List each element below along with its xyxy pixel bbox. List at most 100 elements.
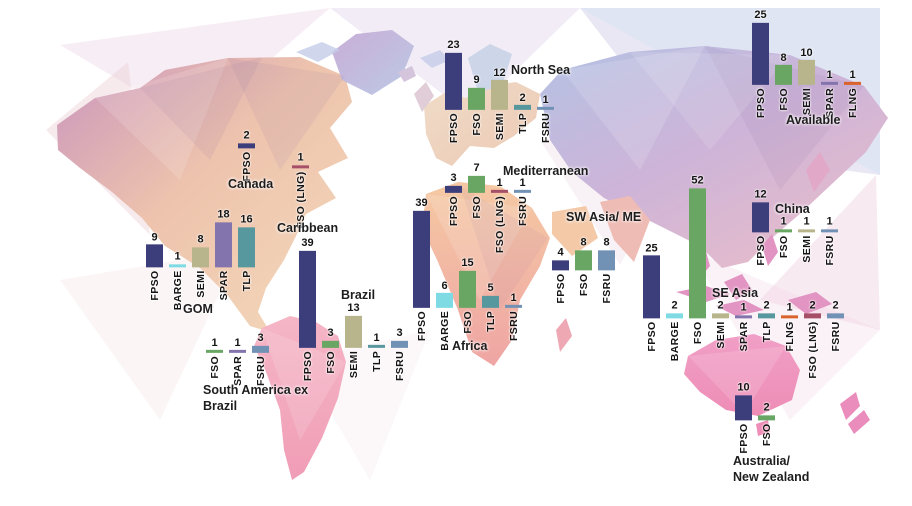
bar-value: 1	[211, 336, 218, 349]
bar-value: 18	[217, 208, 230, 221]
island-iceland	[398, 66, 416, 82]
bar-category-label: FSO	[470, 113, 483, 136]
bar-group-africa-fso: 15 FSO	[459, 257, 476, 334]
bar	[505, 305, 522, 308]
bar	[752, 202, 769, 232]
bar-value: 1	[297, 151, 304, 164]
bar-category-label-wrap: TLP	[484, 308, 496, 332]
bar-value: 8	[580, 236, 587, 249]
bar-group-se-asia-barge: 2 BARGE	[666, 299, 683, 361]
bar-category-label-wrap: FPSO	[148, 267, 160, 300]
region-cluster-caribbean: 1 FSO (LNG)	[292, 151, 309, 228]
bar	[146, 244, 163, 267]
islands-southeast-asia	[676, 234, 832, 316]
region-label-available: Available	[786, 112, 840, 128]
bar-category-label: FSO	[777, 88, 790, 111]
island-madagascar	[556, 318, 572, 352]
bar	[459, 270, 476, 308]
bar-category-label-wrap: FLNG	[783, 318, 796, 352]
region-label-china: China	[775, 201, 810, 217]
bar-value: 4	[557, 246, 564, 259]
bar-value: 2	[243, 129, 250, 142]
region-label-south-america-ex-brazil: South America ex Brazil	[203, 382, 308, 415]
bar-group-brazil-tlp: 1 TLP	[368, 331, 385, 372]
bar-category-label-wrap: FSO	[760, 420, 772, 446]
bar-group-china-fpso: 12 FPSO	[752, 188, 769, 265]
bar-category-label: FPSO	[415, 311, 428, 342]
bar-value: 1	[519, 176, 526, 189]
bar-category-label-wrap: SPAR	[217, 267, 229, 300]
bar	[238, 227, 255, 267]
bar-value: 3	[396, 326, 403, 339]
bar	[345, 315, 362, 348]
bar-category-label-wrap: BARGE	[668, 318, 680, 361]
region-label-line: South America ex	[203, 383, 309, 397]
region-arabia	[552, 206, 598, 256]
bar-category-label: SEMI	[714, 321, 727, 349]
region-label-australia-new-zealand: Australia/New Zealand	[733, 453, 809, 486]
bar	[514, 105, 531, 110]
bar-category-label: FSO (LNG)	[806, 321, 819, 379]
bar-category-label: SEMI	[194, 270, 207, 298]
bar-value: 2	[763, 401, 770, 414]
bar-group-north-sea-fsru: 1 FSRU	[537, 93, 554, 143]
bar	[491, 190, 508, 193]
bar-group-available-semi: 10 SEMI	[798, 46, 815, 115]
region-label-line: Africa	[452, 339, 488, 353]
bar-group-south-america-ex-brazil-fso: 1 FSO	[206, 336, 223, 379]
region-cluster-africa: 39 FPSO 6 BARGE 15 FSO 5 TLP 1 FSRU	[413, 197, 522, 351]
bar-value: 1	[849, 68, 856, 81]
bar-category-label: FSRU	[829, 321, 842, 352]
bar-value: 1	[496, 176, 503, 189]
bar-category-label: FPSO	[301, 351, 314, 382]
bar-category-label: TLP	[240, 270, 253, 292]
bar-category-label: TLP	[370, 351, 383, 373]
bar-category-label: FSRU	[539, 113, 552, 144]
bar-group-gom-fpso: 9 FPSO	[146, 231, 163, 300]
bar-category-label: FSO	[324, 351, 337, 374]
bar-category-label-wrap: FPSO	[301, 348, 314, 382]
bar	[468, 87, 485, 110]
bar-category-label: SEMI	[347, 351, 360, 379]
region-cluster-china: 12 FPSO 1 FSO 1 SEMI 1 FSRU	[752, 188, 838, 265]
bar-value: 12	[754, 188, 767, 201]
bar-value: 7	[473, 161, 480, 174]
region-label-line: Canada	[228, 177, 274, 191]
bar-category-label-wrap: TLP	[760, 318, 773, 343]
bar	[482, 295, 499, 308]
bar-value: 2	[671, 299, 678, 312]
region-label-line: SE Asia	[712, 286, 759, 300]
bar-category-label: FSRU	[823, 235, 836, 266]
bar	[391, 340, 408, 348]
bar-group-available-spar: 1 SPAR	[821, 68, 838, 118]
region-cluster-canada: 2 FPSO	[238, 129, 255, 181]
bar-value: 3	[450, 171, 457, 184]
bar-group-mediterranean-fso-lng: 1 FSO (LNG)	[491, 176, 508, 253]
bar-value: 6	[441, 279, 448, 292]
bar-category-label-wrap: FSRU	[539, 110, 552, 144]
bar-category-label-wrap: FSRU	[393, 348, 405, 381]
bar-category-label: TLP	[760, 321, 773, 343]
bar-value: 8	[780, 51, 787, 64]
bar-category-label: FPSO	[754, 88, 767, 119]
bar-value: 13	[347, 301, 360, 314]
bar-group-brazil-fsru: 3 FSRU	[391, 326, 408, 381]
bar-category-label-wrap: FSO	[470, 110, 483, 136]
bar	[206, 350, 223, 353]
bar-category-label-wrap: FSO	[324, 348, 337, 374]
bar-value: 1	[234, 336, 241, 349]
bar-category-label: SEMI	[493, 113, 506, 141]
bar	[758, 415, 775, 420]
region-label-canada: Canada	[228, 176, 273, 192]
bar-value: 2	[519, 91, 526, 104]
continent-australia	[684, 334, 800, 416]
bar-category-label-wrap: SEMI	[800, 85, 812, 115]
bar-category-label: FLNG	[783, 321, 796, 352]
bar-category-label-wrap: FSRU	[829, 318, 842, 352]
bar-value: 2	[832, 299, 839, 312]
bar-category-label: BARGE	[438, 311, 451, 351]
bar-category-label-wrap: TLP	[516, 110, 528, 134]
bar-category-label: FSRU	[507, 311, 520, 342]
